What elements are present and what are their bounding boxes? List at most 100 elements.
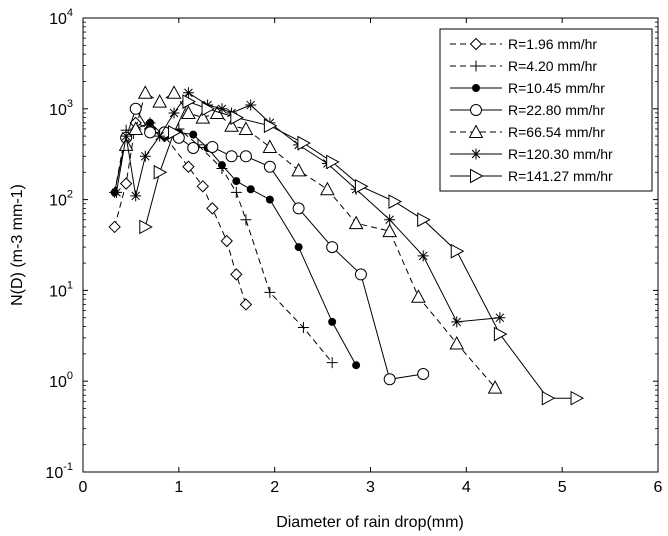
data-point	[201, 101, 216, 117]
x-tick-label: 6	[654, 479, 663, 496]
x-axis-label: Diameter of rain drop(mm)	[276, 514, 464, 531]
data-point	[238, 121, 254, 135]
y-tick-label: 100	[49, 370, 73, 391]
data-point	[451, 316, 463, 328]
data-point	[246, 185, 255, 194]
data-point	[320, 181, 335, 196]
legend-label: R=120.30 mm/hr	[508, 146, 613, 162]
data-point	[348, 215, 364, 230]
data-point	[152, 94, 168, 108]
legend-entry: R=141.27 mm/hr	[450, 168, 613, 184]
data-point	[326, 154, 340, 170]
data-point	[239, 150, 252, 163]
data-point	[262, 139, 278, 153]
tick-labels: 0 1 2 3 4 5 6 10-1 100 101 102 103 104	[45, 7, 662, 496]
legend-label: R=1.96 mm/hr	[508, 36, 597, 52]
data-point	[232, 177, 241, 186]
data-point	[450, 243, 465, 259]
x-tick-label: 4	[462, 479, 471, 496]
data-point	[239, 298, 253, 311]
legend-entry: R=1.96 mm/hr	[450, 36, 597, 52]
data-point	[297, 322, 309, 334]
data-point	[417, 212, 431, 228]
data-point	[417, 368, 430, 381]
data-point	[354, 178, 369, 194]
y-tick-label: 104	[49, 7, 73, 28]
data-point	[189, 130, 198, 139]
series-7	[139, 94, 585, 406]
data-point	[220, 234, 233, 248]
legend-label: R=141.27 mm/hr	[508, 168, 613, 184]
data-point	[494, 312, 506, 324]
data-point	[182, 94, 196, 109]
data-point	[187, 142, 200, 155]
data-point	[382, 223, 398, 238]
data-point	[153, 164, 168, 180]
data-point	[291, 162, 306, 177]
data-point	[326, 241, 339, 254]
data-point	[196, 180, 209, 193]
data-point	[292, 202, 305, 215]
data-point	[328, 317, 337, 326]
data-point	[139, 219, 153, 235]
data-point	[130, 190, 142, 202]
legend-label: R=66.54 mm/hr	[508, 124, 605, 140]
data-point	[166, 85, 182, 99]
x-tick-label: 2	[270, 479, 279, 496]
series-line	[114, 122, 247, 305]
data-point	[206, 202, 219, 215]
data-point	[493, 326, 508, 342]
data-point	[388, 194, 403, 209]
data-point	[118, 137, 134, 151]
x-tick-label: 1	[174, 479, 183, 496]
data-point	[224, 118, 239, 132]
data-point	[265, 195, 274, 204]
data-point	[111, 186, 123, 198]
x-tick-label: 5	[558, 479, 567, 496]
series-4	[120, 102, 430, 386]
data-point	[263, 118, 278, 134]
legend-marker	[470, 60, 482, 72]
legend-marker	[468, 124, 484, 138]
legend-entry: R=22.80 mm/hr	[450, 102, 605, 118]
y-tick-label: 101	[49, 279, 73, 300]
data-point	[168, 125, 182, 140]
legend-label: R=22.80 mm/hr	[508, 102, 605, 118]
data-point	[120, 130, 132, 142]
legend-label: R=4.20 mm/hr	[508, 58, 597, 74]
legend-marker	[470, 148, 482, 160]
data-point	[294, 243, 303, 252]
data-point	[129, 102, 142, 115]
data-point	[384, 214, 396, 226]
legend-marker	[470, 104, 482, 116]
data-point	[383, 373, 396, 386]
y-axis-label: N(D) (m-3 mm-1)	[9, 184, 26, 306]
data-point	[144, 126, 157, 139]
data-point	[139, 150, 151, 162]
legend-entry: R=10.45 mm/hr	[450, 80, 605, 96]
data-point	[230, 186, 242, 198]
data-point	[154, 130, 166, 142]
data-point	[230, 110, 244, 125]
data-point	[245, 99, 257, 111]
y-tick-label: 102	[49, 189, 73, 210]
data-point	[263, 160, 276, 173]
y-tick-label: 103	[49, 98, 73, 119]
data-point	[230, 268, 243, 281]
legend-entry: R=4.20 mm/hr	[450, 58, 597, 74]
series-layer	[108, 85, 585, 406]
data-point	[206, 140, 219, 153]
data-point	[354, 268, 367, 281]
data-point	[417, 250, 429, 262]
data-point	[216, 103, 228, 115]
data-point	[487, 380, 503, 394]
data-point	[146, 118, 155, 127]
legend-entry: R=120.30 mm/hr	[450, 146, 613, 162]
y-tick-label: 10-1	[45, 461, 73, 482]
data-point	[137, 85, 153, 99]
legend: R=1.96 mm/hr R=4.20 mm/hr R=10.45 mm/hr R=2…	[439, 28, 653, 192]
legend-marker	[470, 168, 484, 184]
data-point	[128, 121, 144, 135]
data-point	[449, 335, 465, 350]
